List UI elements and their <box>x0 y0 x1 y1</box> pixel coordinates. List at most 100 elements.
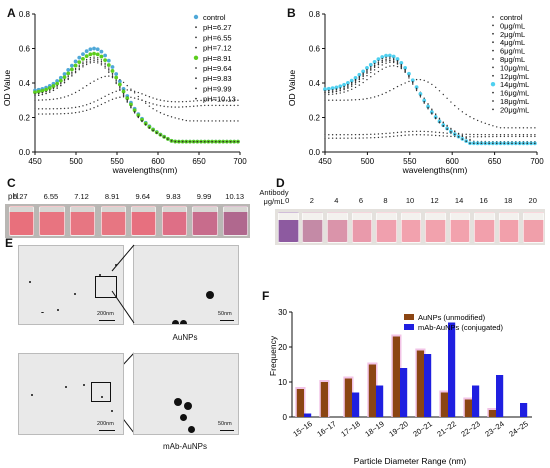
chart-b-ylabel: OD Value <box>287 70 297 106</box>
data-point <box>328 137 330 139</box>
y-tick-label: 0.6 <box>19 45 31 54</box>
data-point <box>484 142 486 145</box>
legend-entry: pH=9.64 <box>203 64 232 73</box>
data-point <box>78 68 80 71</box>
x-tick-label: 450 <box>318 157 332 166</box>
data-point <box>331 93 334 95</box>
data-point <box>233 99 235 101</box>
data-point <box>324 94 326 96</box>
data-point <box>496 126 498 128</box>
data-point <box>97 99 99 101</box>
data-point <box>422 98 427 103</box>
data-point <box>71 112 73 114</box>
legend-entry: 10μg/mL <box>500 63 529 72</box>
data-point <box>526 142 528 145</box>
data-point <box>58 75 63 80</box>
data-point <box>73 63 78 68</box>
data-point <box>100 64 103 66</box>
data-point <box>496 135 498 138</box>
data-point <box>373 62 376 65</box>
data-point <box>373 73 376 75</box>
data-point <box>78 65 80 68</box>
data-point <box>97 57 99 59</box>
data-point <box>358 84 361 86</box>
data-point <box>396 63 399 65</box>
data-point <box>126 84 128 87</box>
data-point <box>121 86 126 91</box>
data-point <box>515 127 517 129</box>
data-point <box>174 101 176 103</box>
legend-entry: mAb-AuNPs (conjugated) <box>418 323 504 332</box>
legend-marker <box>492 58 494 60</box>
x-tick-label: 24~25 <box>507 419 529 438</box>
data-point <box>174 106 176 108</box>
data-point <box>389 61 391 64</box>
legend-entry: pH=9.83 <box>203 74 232 83</box>
y-tick-label: 0 <box>283 413 288 422</box>
data-point <box>427 130 429 133</box>
photo-d-label-line2: μg/mL <box>263 197 285 206</box>
data-point <box>73 59 78 64</box>
data-point <box>476 142 479 145</box>
data-point <box>104 62 106 65</box>
data-point <box>237 104 239 107</box>
data-point <box>404 70 406 72</box>
data-point <box>396 61 399 64</box>
series-2 <box>324 134 536 139</box>
legend-entry: pH=6.55 <box>203 33 232 42</box>
data-point <box>473 118 475 120</box>
data-point <box>200 120 202 122</box>
data-point <box>159 105 162 107</box>
data-point <box>110 65 115 69</box>
data-point <box>534 135 536 138</box>
data-point <box>47 86 52 90</box>
data-point <box>476 119 479 122</box>
data-point <box>419 130 422 133</box>
data-point <box>499 127 502 129</box>
data-point <box>93 101 95 103</box>
legend-entry: AuNPs (unmodified) <box>418 313 486 322</box>
data-point <box>534 127 536 129</box>
data-point <box>343 87 345 90</box>
data-point <box>148 105 151 107</box>
data-point <box>122 81 125 84</box>
data-point <box>473 133 475 136</box>
data-point <box>331 99 334 101</box>
legend-marker <box>492 91 494 94</box>
data-point <box>419 134 422 136</box>
data-point <box>354 81 357 83</box>
data-point <box>354 99 357 101</box>
data-point <box>396 135 399 137</box>
data-point <box>427 134 429 136</box>
data-point <box>499 135 502 138</box>
data-point <box>331 134 334 136</box>
data-point <box>354 83 357 85</box>
data-point <box>189 120 191 122</box>
data-point <box>167 114 169 117</box>
data-point <box>167 106 169 108</box>
data-point <box>218 104 221 107</box>
data-point <box>408 75 410 78</box>
data-point <box>423 134 425 136</box>
data-point <box>507 142 509 145</box>
chart-a-ylabel: OD Value <box>2 70 12 106</box>
data-point <box>63 107 66 110</box>
data-point <box>108 70 110 72</box>
data-point <box>115 82 117 85</box>
data-point <box>415 134 418 136</box>
data-point <box>465 113 467 116</box>
vial-label: 7.12 <box>74 192 89 201</box>
vial <box>192 206 218 236</box>
data-point <box>347 99 349 101</box>
vial-label: 18 <box>504 196 513 205</box>
data-point <box>522 142 525 145</box>
data-point <box>78 106 80 108</box>
data-point <box>342 82 346 87</box>
data-point <box>89 102 92 105</box>
data-point <box>130 88 132 90</box>
data-point <box>526 135 528 138</box>
data-point <box>85 58 88 61</box>
vial-label: 8.91 <box>104 192 120 201</box>
x-tick-label: 15~16 <box>291 419 313 438</box>
data-point <box>330 86 335 91</box>
